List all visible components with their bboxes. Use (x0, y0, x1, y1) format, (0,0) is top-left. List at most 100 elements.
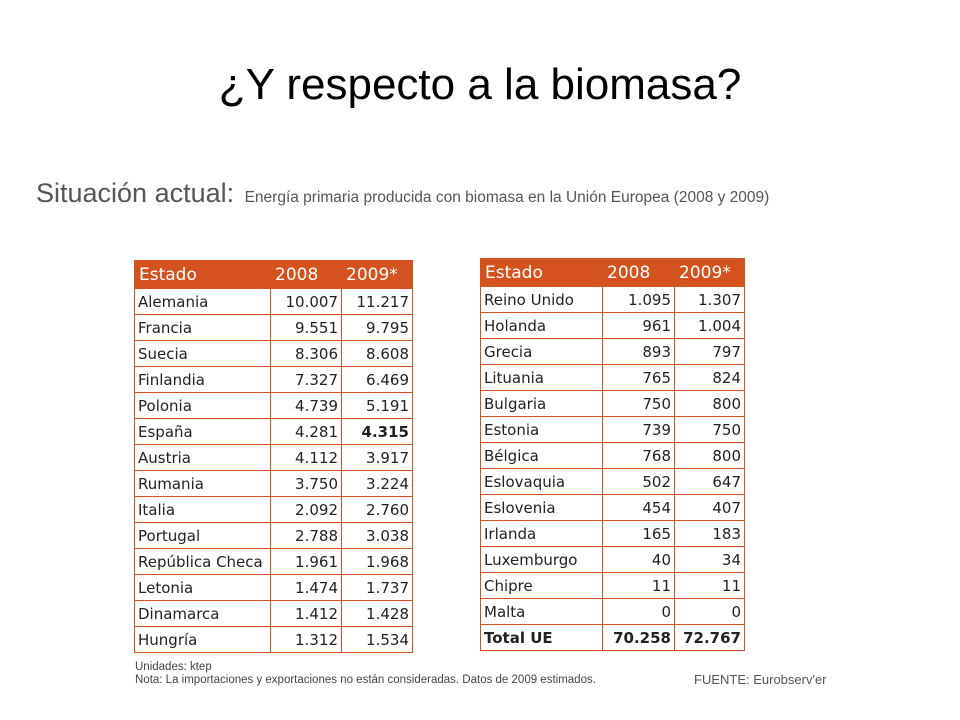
value-2009-cell: 1.534 (341, 626, 413, 653)
table-row: Luxemburgo 40 34 (480, 546, 745, 573)
value-2008-cell: 70.258 (602, 624, 675, 651)
value-2008-cell: 4.112 (270, 444, 342, 471)
notes: Unidades: ktep Nota: La importaciones y … (135, 661, 596, 687)
value-2008-cell: 40 (602, 546, 675, 573)
country-cell: Rumania (134, 470, 271, 497)
value-2008-cell: 7.327 (270, 366, 342, 393)
country-cell: Alemania (134, 288, 271, 315)
table-row: Bulgaria 750 800 (480, 390, 745, 417)
value-2008-cell: 8.306 (270, 340, 342, 367)
table-row: Austria 4.112 3.917 (134, 444, 413, 471)
value-2009-cell: 1.737 (341, 574, 413, 601)
value-2009-cell: 3.038 (341, 522, 413, 549)
column-header: 2008 (602, 258, 675, 287)
value-2009-cell: 800 (674, 390, 745, 417)
table-row: Francia 9.551 9.795 (134, 314, 413, 341)
country-cell: República Checa (134, 548, 271, 575)
value-2009-cell: 3.224 (341, 470, 413, 497)
value-2008-cell: 768 (602, 442, 675, 469)
column-header: 2009* (341, 260, 413, 289)
value-2009-cell: 407 (674, 494, 745, 521)
country-cell: Reino Unido (480, 286, 603, 313)
value-2009-cell: 72.767 (674, 624, 745, 651)
country-cell: Dinamarca (134, 600, 271, 627)
value-2008-cell: 765 (602, 364, 675, 391)
total-row: Total UE 70.258 72.767 (480, 624, 745, 651)
value-2008-cell: 454 (602, 494, 675, 521)
country-cell: Portugal (134, 522, 271, 549)
value-2009-cell: 0 (674, 598, 745, 625)
value-2009-cell: 4.315 (341, 418, 413, 445)
country-cell: Polonia (134, 392, 271, 419)
table-row: España 4.281 4.315 (134, 418, 413, 445)
table-row: Polonia 4.739 5.191 (134, 392, 413, 419)
table-header-row: Estado 2008 2009* (480, 258, 745, 287)
column-header: 2009* (674, 258, 745, 287)
value-2009-cell: 11 (674, 572, 745, 599)
country-cell: Eslovaquia (480, 468, 603, 495)
value-2008-cell: 10.007 (270, 288, 342, 315)
country-cell: Eslovenia (480, 494, 603, 521)
country-cell: Hungría (134, 626, 271, 653)
value-2009-cell: 6.469 (341, 366, 413, 393)
value-2008-cell: 893 (602, 338, 675, 365)
table-row: Eslovaquia 502 647 (480, 468, 745, 495)
value-2009-cell: 34 (674, 546, 745, 573)
footnote: Nota: La importaciones y exportaciones n… (135, 674, 596, 686)
table-header-row: Estado 2008 2009* (134, 260, 413, 289)
value-2009-cell: 1.004 (674, 312, 745, 339)
slide-title: ¿Y respecto a la biomasa? (218, 60, 742, 109)
value-2009-cell: 183 (674, 520, 745, 547)
table-row: Portugal 2.788 3.038 (134, 522, 413, 549)
country-cell: Total UE (480, 624, 603, 651)
value-2008-cell: 1.312 (270, 626, 342, 653)
biomass-table-left: Estado 2008 2009* Alemania 10.007 11.217 Fran… (134, 260, 413, 653)
table-row: Dinamarca 1.412 1.428 (134, 600, 413, 627)
value-2009-cell: 9.795 (341, 314, 413, 341)
table-row: Finlandia 7.327 6.469 (134, 366, 413, 393)
value-2008-cell: 1.474 (270, 574, 342, 601)
value-2008-cell: 3.750 (270, 470, 342, 497)
value-2008-cell: 165 (602, 520, 675, 547)
subtitle-main: Situación actual: (36, 178, 235, 208)
table-row: Rumania 3.750 3.224 (134, 470, 413, 497)
value-2008-cell: 9.551 (270, 314, 342, 341)
value-2009-cell: 1.428 (341, 600, 413, 627)
value-2008-cell: 1.961 (270, 548, 342, 575)
country-cell: España (134, 418, 271, 445)
value-2009-cell: 647 (674, 468, 745, 495)
country-cell: Italia (134, 496, 271, 523)
country-cell: Letonia (134, 574, 271, 601)
value-2008-cell: 4.739 (270, 392, 342, 419)
value-2008-cell: 11 (602, 572, 675, 599)
value-2009-cell: 750 (674, 416, 745, 443)
table-row: Hungría 1.312 1.534 (134, 626, 413, 653)
value-2008-cell: 750 (602, 390, 675, 417)
column-header: 2008 (270, 260, 342, 289)
table-row: Eslovenia 454 407 (480, 494, 745, 521)
country-cell: Grecia (480, 338, 603, 365)
value-2009-cell: 5.191 (341, 392, 413, 419)
units-note: Unidades: ktep (135, 661, 212, 673)
country-cell: Lituania (480, 364, 603, 391)
table-row: Holanda 961 1.004 (480, 312, 745, 339)
value-2009-cell: 8.608 (341, 340, 413, 367)
value-2009-cell: 800 (674, 442, 745, 469)
country-cell: Austria (134, 444, 271, 471)
table-row: Reino Unido 1.095 1.307 (480, 286, 745, 313)
value-2008-cell: 1.412 (270, 600, 342, 627)
table-row: Chipre 11 11 (480, 572, 745, 599)
table-row: Irlanda 165 183 (480, 520, 745, 547)
table-row: Malta 0 0 (480, 598, 745, 625)
value-2009-cell: 824 (674, 364, 745, 391)
column-header: Estado (134, 260, 271, 289)
country-cell: Suecia (134, 340, 271, 367)
value-2008-cell: 961 (602, 312, 675, 339)
table-row: Lituania 765 824 (480, 364, 745, 391)
table-row: Alemania 10.007 11.217 (134, 288, 413, 315)
value-2008-cell: 502 (602, 468, 675, 495)
value-2009-cell: 2.760 (341, 496, 413, 523)
country-cell: Finlandia (134, 366, 271, 393)
country-cell: Holanda (480, 312, 603, 339)
value-2008-cell: 2.788 (270, 522, 342, 549)
